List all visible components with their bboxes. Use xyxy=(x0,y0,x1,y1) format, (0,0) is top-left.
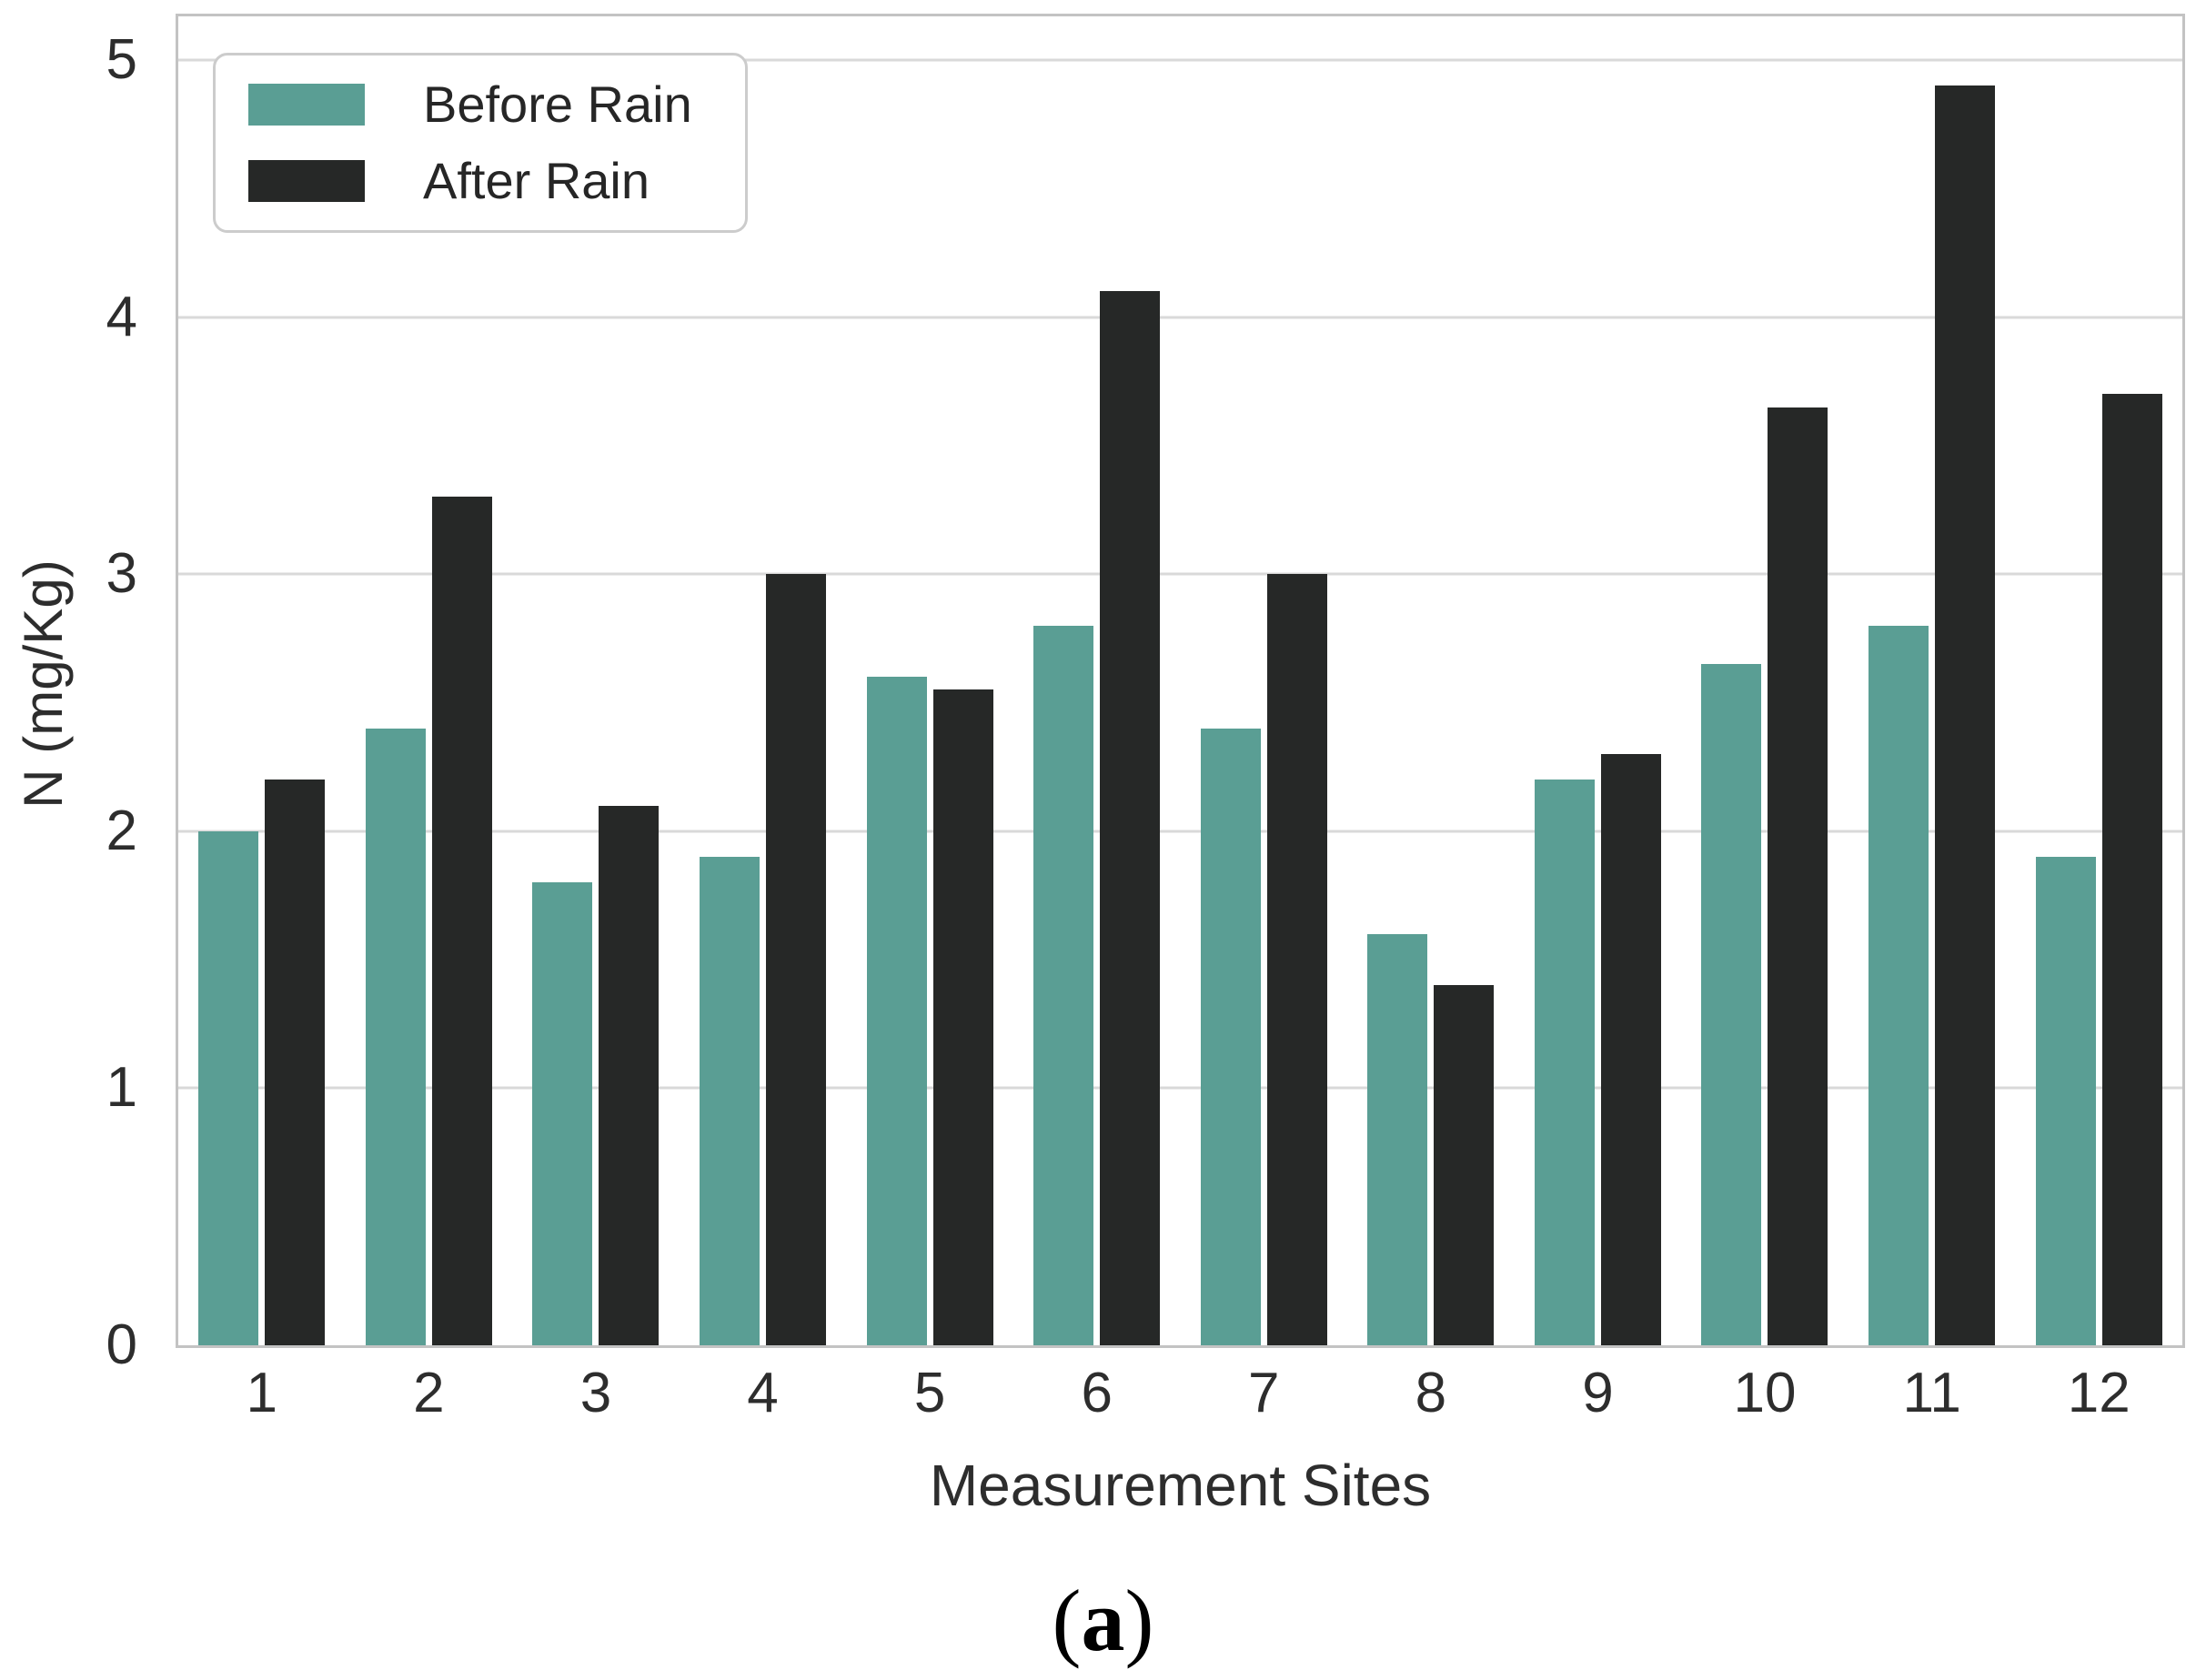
x-tick-label-12: 12 xyxy=(2067,1362,2130,1424)
x-tick-label-4: 4 xyxy=(747,1362,779,1424)
bar-group-site-5 xyxy=(846,16,1013,1345)
x-axis-label: Measurement Sites xyxy=(929,1453,1432,1518)
y-tick-label-3: 3 xyxy=(106,542,137,606)
x-tick-label-7: 7 xyxy=(1248,1362,1280,1424)
bar-after-rain-site-7 xyxy=(1266,574,1327,1345)
x-tick-label-6: 6 xyxy=(1081,1362,1113,1424)
bar-before-rain-site-9 xyxy=(1534,780,1595,1345)
bar-group-site-3 xyxy=(512,16,680,1345)
bars-layer xyxy=(178,16,2182,1345)
bar-before-rain-site-8 xyxy=(1367,933,1428,1345)
caption-open-paren: ( xyxy=(1052,1572,1082,1669)
bar-group-site-12 xyxy=(2015,16,2182,1345)
bar-before-rain-site-7 xyxy=(1200,728,1261,1345)
x-tick-label-2: 2 xyxy=(413,1362,445,1424)
bar-before-rain-site-4 xyxy=(700,857,761,1345)
bar-before-rain-site-10 xyxy=(1701,664,1762,1345)
figure-caption: (a) xyxy=(0,1575,2206,1666)
legend-swatch-after-rain xyxy=(248,160,365,202)
bar-after-rain-site-10 xyxy=(1768,407,1828,1345)
x-tick-label-10: 10 xyxy=(1733,1362,1797,1424)
y-tick-label-1: 1 xyxy=(106,1056,137,1120)
y-tick-label-4: 4 xyxy=(106,285,137,348)
caption-close-paren: ) xyxy=(1124,1572,1154,1669)
bar-before-rain-site-11 xyxy=(1869,625,1929,1345)
bar-after-rain-site-6 xyxy=(1100,291,1161,1345)
legend: Before Rain After Rain xyxy=(213,53,748,233)
bar-before-rain-site-3 xyxy=(532,882,593,1345)
legend-label-after-rain: After Rain xyxy=(423,152,650,209)
y-tick-label-2: 2 xyxy=(106,799,137,862)
gridline-y-4 xyxy=(178,316,2182,319)
bar-group-site-8 xyxy=(1347,16,1515,1345)
bar-after-rain-site-8 xyxy=(1434,985,1495,1345)
bar-after-rain-site-2 xyxy=(431,497,492,1345)
bar-before-rain-site-12 xyxy=(2035,857,2096,1345)
bar-group-site-6 xyxy=(1013,16,1181,1345)
legend-item-before-rain: Before Rain xyxy=(248,79,745,130)
bar-group-site-11 xyxy=(1848,16,2016,1345)
x-tick-label-3: 3 xyxy=(579,1362,612,1424)
bar-before-rain-site-6 xyxy=(1033,625,1094,1345)
x-tick-label-9: 9 xyxy=(1582,1362,1614,1424)
bar-after-rain-site-9 xyxy=(1600,754,1661,1345)
bar-group-site-9 xyxy=(1515,16,1682,1345)
gridline-y-3 xyxy=(178,572,2182,576)
bar-group-site-10 xyxy=(1681,16,1848,1345)
x-tick-label-1: 1 xyxy=(246,1362,278,1424)
bar-group-site-2 xyxy=(346,16,513,1345)
bar-after-rain-site-5 xyxy=(932,689,993,1345)
legend-swatch-before-rain xyxy=(248,84,365,126)
bar-group-site-1 xyxy=(178,16,346,1345)
y-tick-label-0: 0 xyxy=(106,1313,137,1376)
y-tick-label-5: 5 xyxy=(106,28,137,92)
legend-label-before-rain: Before Rain xyxy=(423,75,692,133)
legend-item-after-rain: After Rain xyxy=(248,156,745,206)
bar-group-site-4 xyxy=(680,16,847,1345)
bar-after-rain-site-3 xyxy=(599,805,660,1345)
bar-after-rain-site-11 xyxy=(1935,86,1996,1345)
gridline-y-2 xyxy=(178,830,2182,833)
bar-before-rain-site-2 xyxy=(365,728,426,1345)
bar-before-rain-site-5 xyxy=(866,677,927,1345)
bar-before-rain-site-1 xyxy=(198,830,259,1345)
bar-after-rain-site-1 xyxy=(265,780,326,1345)
y-axis-label: N (mg/Kg) xyxy=(13,559,74,809)
gridline-y-1 xyxy=(178,1086,2182,1090)
gridline-y-5 xyxy=(178,58,2182,62)
caption-letter: a xyxy=(1081,1572,1125,1669)
bar-after-rain-site-4 xyxy=(766,574,827,1345)
x-tick-label-11: 11 xyxy=(1902,1362,1961,1424)
bar-group-site-7 xyxy=(1180,16,1347,1345)
x-tick-label-8: 8 xyxy=(1415,1362,1447,1424)
bar-after-rain-site-12 xyxy=(2101,394,2162,1345)
x-tick-label-5: 5 xyxy=(913,1362,946,1424)
